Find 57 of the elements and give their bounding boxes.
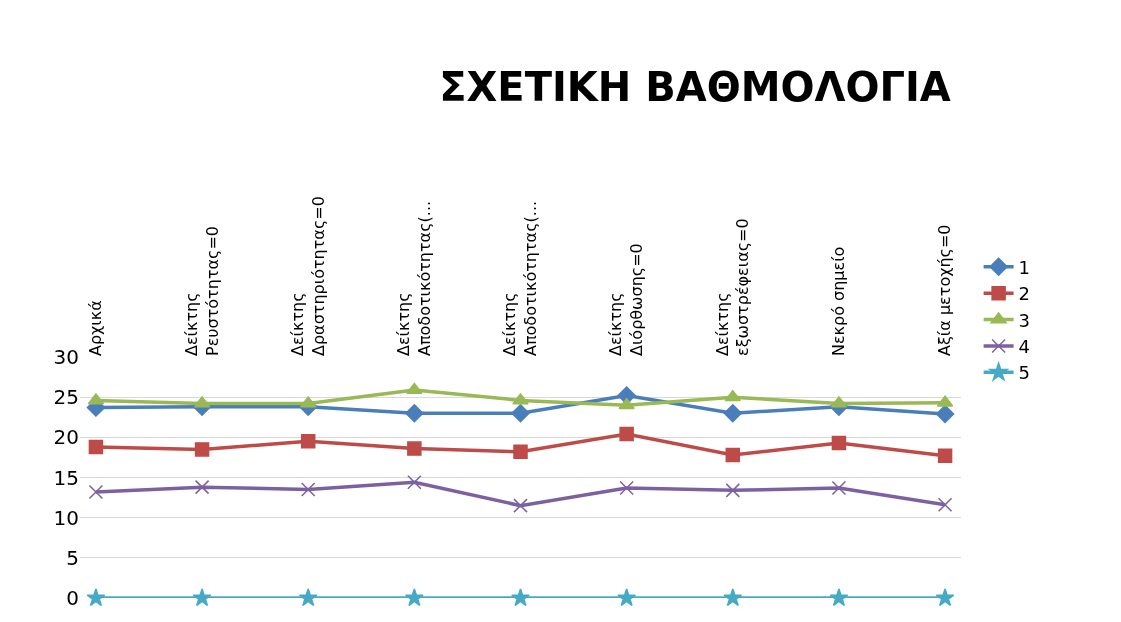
point: [618, 397, 635, 410]
point: [406, 382, 423, 394]
point: [619, 426, 634, 442]
x-tick-label: Αρχικά: [86, 300, 106, 356]
y-tick-label: 20: [53, 425, 79, 450]
point: [619, 480, 634, 496]
chart-title: ΣΧΕΤΙΚΗ ΒΑΘΜΟΛΟΓΙΑ: [439, 64, 951, 111]
y-tick-label: 30: [53, 345, 79, 369]
y-tick-label: 15: [53, 465, 79, 490]
x-tick-label: Δείκτης Δραστηριότητας=0: [288, 196, 328, 356]
point: [725, 447, 741, 463]
x-tick-label: Νεκρό σημείο: [829, 246, 849, 356]
y-tick-label: 25: [53, 385, 79, 410]
x-tick-label: Δείκτης Διόρθωσης=0: [606, 243, 647, 356]
legend-label: 4: [1018, 335, 1031, 357]
point: [192, 588, 212, 607]
legend-label: 3: [1018, 309, 1031, 331]
point: [298, 588, 318, 607]
point: [88, 484, 104, 500]
point: [725, 483, 741, 498]
point: [511, 404, 530, 423]
x-tick-label: Δείκτης Ρευστότητας=0: [181, 225, 222, 356]
point: [724, 389, 742, 402]
point: [513, 498, 528, 513]
y-tick-label: 0: [66, 586, 79, 610]
y-tick-label: 10: [53, 505, 79, 530]
legend-label: 1: [1018, 256, 1031, 278]
point: [405, 404, 424, 423]
point: [86, 588, 106, 607]
point: [831, 435, 847, 451]
point: [937, 497, 953, 513]
x-tick-label: Δείκτης Αποδοτικότητας(...: [500, 200, 541, 356]
point: [617, 588, 637, 607]
point: [194, 442, 210, 457]
point: [404, 588, 424, 607]
x-tick-label: Δείκτης εξωστρέφειας=0: [712, 218, 753, 356]
point: [935, 588, 955, 607]
point: [513, 444, 528, 460]
point: [407, 475, 422, 490]
point: [831, 480, 847, 496]
x-tick-label: Αξία μετοχής=0: [935, 224, 955, 356]
legend-label: 5: [1018, 362, 1031, 384]
y-tick-label: 5: [66, 545, 79, 570]
point: [829, 588, 849, 607]
point: [194, 479, 210, 495]
point: [300, 434, 316, 449]
point: [935, 404, 955, 424]
point: [300, 482, 316, 497]
point: [407, 441, 422, 456]
point: [512, 393, 529, 405]
point: [937, 448, 953, 464]
point: [511, 588, 530, 607]
point: [723, 404, 742, 423]
legend-label: 2: [1018, 283, 1031, 305]
x-tick-label: Δείκτης Αποδοτικότητας(...: [394, 200, 434, 356]
point: [723, 588, 743, 607]
point: [88, 439, 104, 455]
